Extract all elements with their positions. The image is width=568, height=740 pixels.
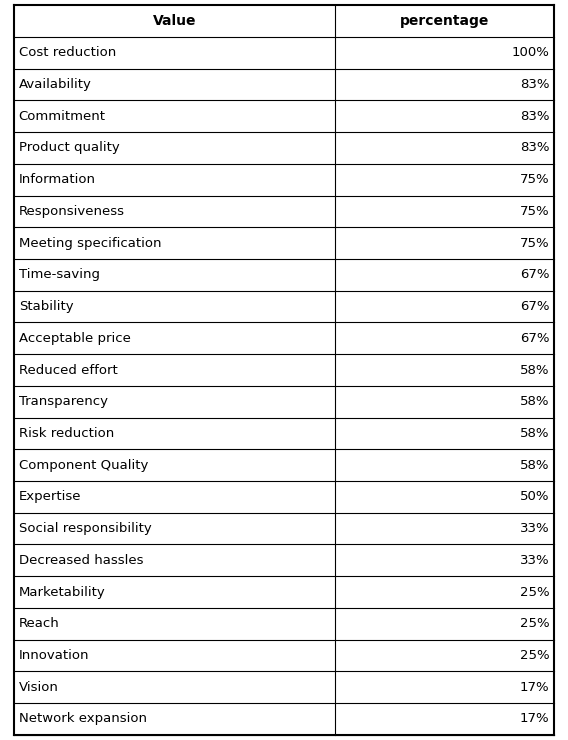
Text: Innovation: Innovation (19, 649, 89, 662)
Text: Marketability: Marketability (19, 585, 106, 599)
Text: 67%: 67% (520, 332, 549, 345)
Text: 50%: 50% (520, 491, 549, 503)
Text: 25%: 25% (520, 585, 549, 599)
Text: Product quality: Product quality (19, 141, 119, 155)
Text: Availability: Availability (19, 78, 91, 91)
Text: Value: Value (153, 14, 197, 28)
Text: 33%: 33% (520, 554, 549, 567)
Text: 75%: 75% (520, 205, 549, 218)
Text: Stability: Stability (19, 300, 73, 313)
Text: 17%: 17% (520, 713, 549, 725)
Text: Reduced effort: Reduced effort (19, 363, 118, 377)
Text: Transparency: Transparency (19, 395, 108, 408)
Text: Risk reduction: Risk reduction (19, 427, 114, 440)
Text: Information: Information (19, 173, 96, 186)
Text: 75%: 75% (520, 237, 549, 249)
Text: 67%: 67% (520, 300, 549, 313)
Text: Reach: Reach (19, 617, 60, 630)
Text: 25%: 25% (520, 617, 549, 630)
Text: 100%: 100% (511, 47, 549, 59)
Text: Decreased hassles: Decreased hassles (19, 554, 143, 567)
Text: Expertise: Expertise (19, 491, 81, 503)
Text: Acceptable price: Acceptable price (19, 332, 131, 345)
Text: Time-saving: Time-saving (19, 269, 100, 281)
Text: 58%: 58% (520, 459, 549, 471)
Text: 58%: 58% (520, 363, 549, 377)
Text: percentage: percentage (400, 14, 489, 28)
Text: 83%: 83% (520, 78, 549, 91)
Text: Cost reduction: Cost reduction (19, 47, 116, 59)
Text: 75%: 75% (520, 173, 549, 186)
Text: 58%: 58% (520, 395, 549, 408)
Text: 67%: 67% (520, 269, 549, 281)
Text: Vision: Vision (19, 681, 59, 693)
Text: Meeting specification: Meeting specification (19, 237, 161, 249)
Text: Social responsibility: Social responsibility (19, 522, 152, 535)
Text: Component Quality: Component Quality (19, 459, 148, 471)
Text: Responsiveness: Responsiveness (19, 205, 125, 218)
Text: Network expansion: Network expansion (19, 713, 147, 725)
Text: 83%: 83% (520, 141, 549, 155)
Text: 25%: 25% (520, 649, 549, 662)
Text: 83%: 83% (520, 110, 549, 123)
Text: 17%: 17% (520, 681, 549, 693)
Text: 58%: 58% (520, 427, 549, 440)
Text: 33%: 33% (520, 522, 549, 535)
Text: Commitment: Commitment (19, 110, 106, 123)
